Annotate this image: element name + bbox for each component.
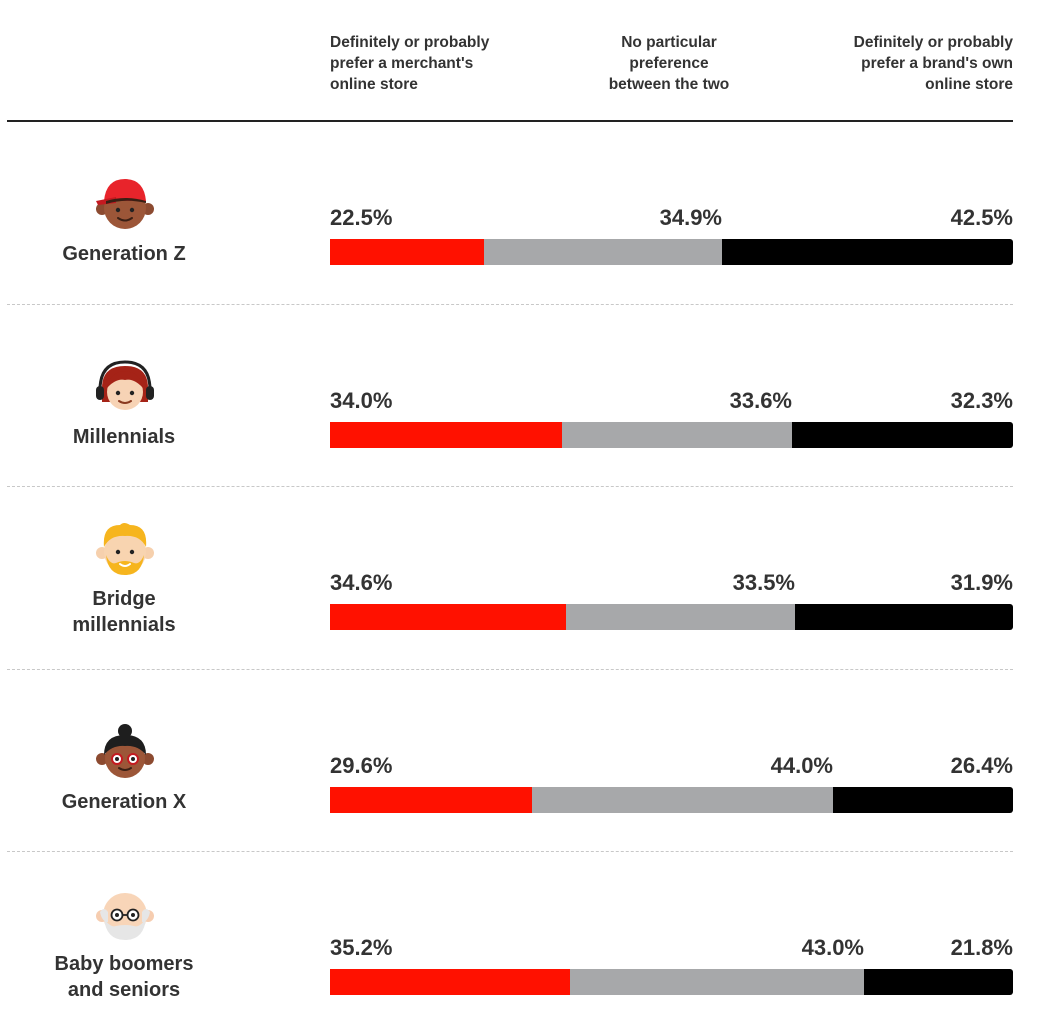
stacked-bar xyxy=(330,239,1013,265)
category-label-line: millennials xyxy=(72,614,176,636)
chart-row-bridge-millennials: Bridge millennials 34.6% 33.5% 31.9% xyxy=(0,486,1048,668)
value-label-no-preference: 33.6% xyxy=(729,387,792,413)
legend-no-preference-line-3: between the two xyxy=(608,76,730,93)
value-label-brand-store: 31.9% xyxy=(950,570,1013,595)
value-label-merchant-store: 34.6% xyxy=(330,570,393,595)
generation-z-icon xyxy=(94,175,156,237)
chart-row-generation-z: Generation Z 22.5% 34.9% 42.5% xyxy=(0,121,1048,303)
chart-row-millennials: Millennials 34.0% 33.6% 32.3% xyxy=(0,303,1048,486)
bar-segment-merchant-store xyxy=(330,604,566,630)
category-label-line: Generation Z xyxy=(62,243,186,265)
stacked-bar xyxy=(330,786,1013,813)
stacked-bar xyxy=(330,604,1013,630)
bar-segment-no-preference xyxy=(532,786,833,813)
value-label-merchant-store: 29.6% xyxy=(330,752,393,778)
category-label-line: Millennials xyxy=(72,425,176,448)
millennials-icon xyxy=(94,358,156,420)
category-label: Bridge millennials xyxy=(20,586,228,638)
bar-segment-brand-store xyxy=(864,969,1013,995)
legend-merchant-store: Definitely or probably prefer a merchant… xyxy=(330,32,530,95)
value-label-no-preference: 44.0% xyxy=(770,752,833,778)
category-label-line: and seniors xyxy=(67,979,181,1001)
legend-brand-line-2: prefer a brand's own xyxy=(861,55,1013,72)
bar-segment-brand-store xyxy=(792,421,1013,448)
chart-row-baby-boomers: Baby boomers and seniors 35.2% 43.0% 21.8% xyxy=(0,851,1048,1033)
legend-no-preference-line-1: No particular xyxy=(621,34,717,51)
row-separator xyxy=(7,668,1013,670)
value-label-no-preference: 33.5% xyxy=(732,570,795,595)
row-separator xyxy=(7,303,1013,305)
bar-segment-brand-store xyxy=(795,604,1013,630)
legend-brand-store: Definitely or probably prefer a brand's … xyxy=(812,32,1013,95)
bar-segment-brand-store xyxy=(722,239,1013,265)
category-label: Baby boomers and seniors xyxy=(20,951,228,1003)
value-label-brand-store: 42.5% xyxy=(950,205,1013,230)
value-label-no-preference: 34.9% xyxy=(659,205,722,230)
legend-merchant-line-2: prefer a merchant's xyxy=(330,55,474,72)
bridge-millennials-icon xyxy=(94,519,156,581)
bar-segment-merchant-store xyxy=(330,421,562,448)
row-separator xyxy=(7,486,1013,487)
bar-segment-merchant-store xyxy=(330,969,570,995)
legend-brand-line-3: online store xyxy=(925,76,1013,93)
value-label-merchant-store: 34.0% xyxy=(330,387,393,413)
value-label-merchant-store: 22.5% xyxy=(330,205,393,230)
legend-brand-line-1: Definitely or probably xyxy=(853,34,1013,51)
bar-segment-no-preference xyxy=(570,969,864,995)
generation-x-icon xyxy=(94,723,156,785)
category-label: Generation X xyxy=(20,789,228,815)
bar-segment-no-preference xyxy=(566,604,795,630)
bar-segment-no-preference xyxy=(562,421,792,448)
header-divider xyxy=(7,120,1013,122)
category-label-line: Generation X xyxy=(61,790,187,813)
legend-merchant-line-3: online store xyxy=(330,76,418,93)
bar-segment-brand-store xyxy=(833,786,1013,813)
row-separator xyxy=(7,851,1013,852)
bar-segment-merchant-store xyxy=(330,786,532,813)
bar-segment-merchant-store xyxy=(330,239,484,265)
category-label: Millennials xyxy=(20,424,228,450)
value-label-merchant-store: 35.2% xyxy=(330,935,393,960)
legend-merchant-line-1: Definitely or probably xyxy=(330,34,490,51)
category-label: Generation Z xyxy=(20,241,228,267)
category-label-line: Baby boomers xyxy=(54,953,194,975)
chart-row-generation-x: Generation X 29.6% 44.0% 26.4% xyxy=(0,668,1048,851)
stacked-bar xyxy=(330,969,1013,995)
stacked-bar xyxy=(330,421,1013,448)
value-label-brand-store: 21.8% xyxy=(950,935,1013,960)
baby-boomers-icon xyxy=(94,884,156,946)
value-label-brand-store: 32.3% xyxy=(950,387,1013,413)
value-label-brand-store: 26.4% xyxy=(950,752,1013,778)
legend-no-preference-line-2: preference xyxy=(629,55,709,72)
bar-segment-no-preference xyxy=(484,239,722,265)
category-label-line: Bridge xyxy=(92,588,156,610)
legend-no-preference: No particular preference between the two xyxy=(575,32,763,95)
value-label-no-preference: 43.0% xyxy=(801,935,864,960)
